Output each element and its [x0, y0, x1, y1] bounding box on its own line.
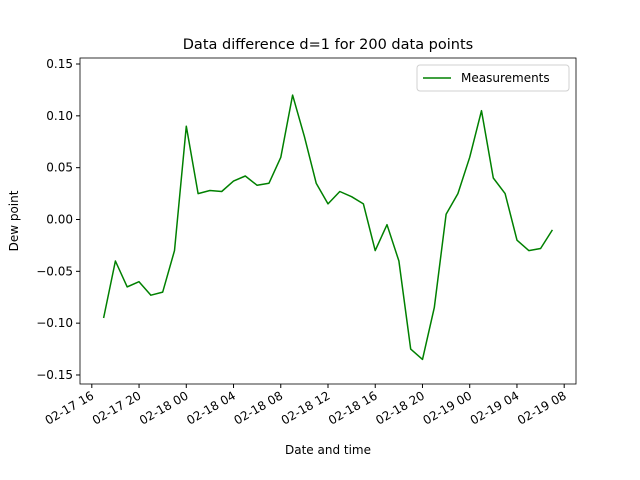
legend-box — [416, 64, 570, 92]
y-axis-label: Dew point — [7, 190, 21, 251]
plot-frame — [79, 57, 577, 385]
x-tick-label: 02-18 20 — [373, 388, 427, 427]
x-tick-label: 02-18 12 — [279, 388, 333, 427]
x-tick-label: 02-19 08 — [515, 388, 569, 427]
legend-label: Measurements — [461, 71, 550, 85]
x-axis-label: Date and time — [285, 443, 371, 457]
x-tick-label: 02-18 16 — [326, 388, 380, 427]
y-tick-label: −0.15 — [36, 368, 73, 382]
x-tick-label: 02-18 00 — [137, 388, 191, 427]
x-tick-label: 02-18 08 — [232, 388, 286, 427]
x-tick-label: 02-19 04 — [468, 388, 522, 427]
y-tick-label: 0.05 — [46, 161, 73, 175]
y-tick-label: 0.00 — [46, 212, 73, 226]
x-tick-label: 02-18 04 — [184, 388, 238, 427]
legend: Measurements — [416, 64, 570, 92]
data-line — [102, 94, 554, 361]
y-tick-label: −0.05 — [36, 264, 73, 278]
x-tick-label: 02-17 16 — [43, 388, 97, 427]
y-tick-label: 0.15 — [46, 57, 73, 71]
x-tick-label: 02-17 20 — [90, 388, 144, 427]
x-tick-label: 02-19 00 — [420, 388, 474, 427]
y-tick-label: −0.10 — [36, 316, 73, 330]
chart-title: Data difference d=1 for 200 data points — [183, 37, 473, 53]
y-tick-label: 0.10 — [46, 109, 73, 123]
